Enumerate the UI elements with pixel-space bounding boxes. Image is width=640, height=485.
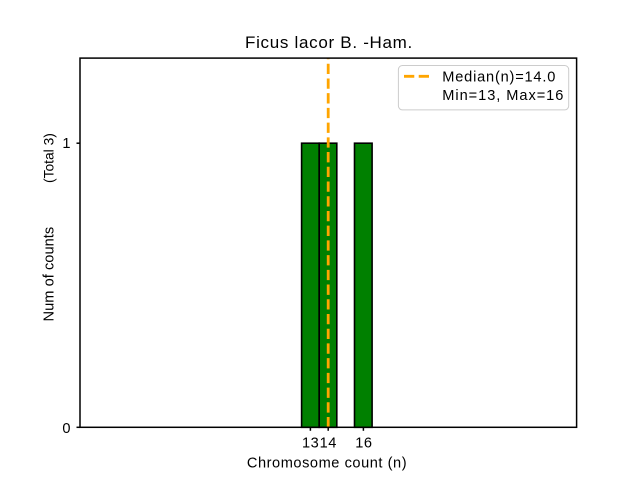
svg-text:14: 14	[320, 435, 337, 451]
svg-text:0: 0	[62, 421, 70, 437]
svg-text:13: 13	[302, 435, 319, 451]
svg-text:(Total 3): (Total 3)	[42, 133, 57, 183]
svg-text:1: 1	[62, 136, 70, 152]
svg-text:16: 16	[355, 435, 372, 451]
svg-text:Ficus lacor B. -Ham.: Ficus lacor B. -Ham.	[245, 33, 413, 52]
svg-text:Min=13, Max=16: Min=13, Max=16	[442, 88, 564, 104]
svg-text:Median(n)=14.0: Median(n)=14.0	[442, 69, 556, 85]
svg-text:Chromosome count (n): Chromosome count (n)	[247, 455, 407, 471]
svg-text:Num of counts: Num of counts	[42, 227, 58, 322]
